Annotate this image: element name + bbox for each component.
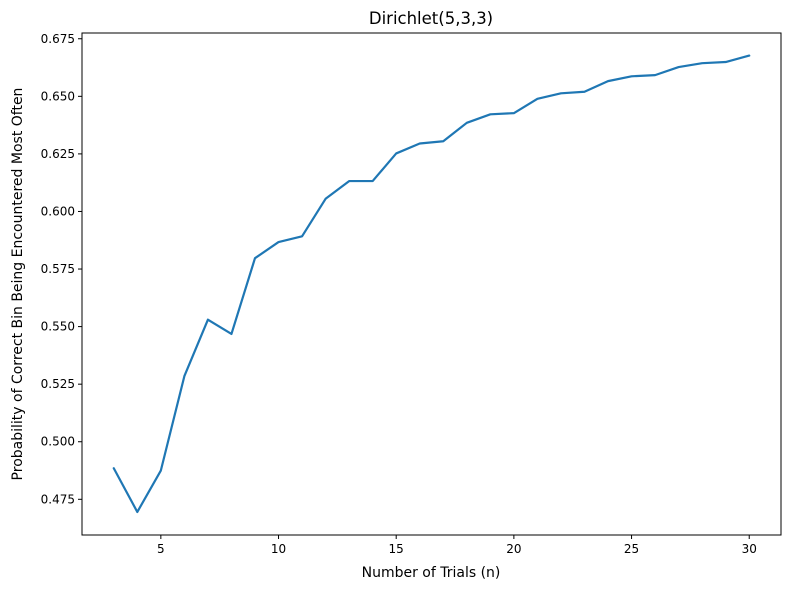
x-tick-label: 20 [506, 542, 521, 556]
x-tick-label: 30 [742, 542, 757, 556]
x-tick-label: 5 [157, 542, 165, 556]
y-tick-label: 0.500 [41, 435, 75, 449]
chart-title: Dirichlet(5,3,3) [369, 9, 493, 28]
y-tick-label: 0.600 [41, 204, 75, 218]
y-tick-label: 0.475 [41, 492, 75, 506]
y-tick-label: 0.625 [41, 147, 75, 161]
y-tick-label: 0.650 [41, 89, 75, 103]
y-tick-label: 0.550 [41, 320, 75, 334]
plot-area [113, 55, 750, 513]
x-tick-label: 10 [271, 542, 286, 556]
y-axis-label: Probability of Correct Bin Being Encount… [10, 88, 26, 481]
axes-frame [81, 32, 782, 536]
y-tick-label: 0.575 [41, 262, 75, 276]
x-tick-label: 25 [624, 542, 639, 556]
x-tick-label: 15 [389, 542, 404, 556]
y-tick-label: 0.525 [41, 377, 75, 391]
y-tick-label: 0.675 [41, 32, 75, 46]
axis-ticks: 5 10 15 20 25 30 0.475 0.500 0.525 0.550 0.575 0.60… [41, 32, 757, 556]
x-axis-label: Number of Trials (n) [362, 565, 501, 581]
series-line [112, 54, 751, 514]
